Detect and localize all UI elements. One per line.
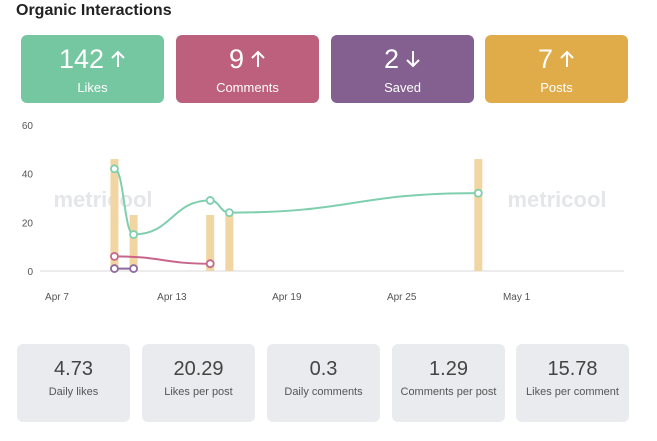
stat-value: 20.29 xyxy=(173,358,224,380)
y-tick-label: 0 xyxy=(27,267,33,278)
metricool-watermark: metricool xyxy=(53,187,152,212)
kpi-card-likes[interactable]: 142 Likes xyxy=(21,35,164,103)
kpi-card-saved[interactable]: 2 Saved xyxy=(331,35,474,103)
stat-label: Likes per comment xyxy=(526,386,619,398)
chart-bar xyxy=(110,159,119,271)
page-title: Organic Interactions xyxy=(16,2,172,19)
stat-card-likes-per-post: 20.29 Likes per post xyxy=(142,344,255,422)
kpi-label: Likes xyxy=(77,80,108,95)
x-tick-label: Apr 7 xyxy=(45,292,69,303)
kpi-card-comments[interactable]: 9 Comments xyxy=(176,35,319,103)
chart-point xyxy=(205,259,215,269)
stat-value: 1.29 xyxy=(429,358,468,380)
chart-point xyxy=(110,251,119,261)
kpi-value-row: 142 xyxy=(21,43,164,75)
chart-line-series xyxy=(114,255,211,265)
chart-point xyxy=(129,230,139,239)
kpi-label: Saved xyxy=(384,80,421,95)
stat-label: Likes per post xyxy=(164,386,233,398)
kpi-value: 9 xyxy=(228,44,245,74)
kpi-card-posts[interactable]: 7 Posts xyxy=(485,35,628,103)
kpi-value-row: 2 xyxy=(331,43,474,75)
stat-card-comments-per-post: 1.29 Comments per post xyxy=(392,344,505,422)
y-tick-label: 40 xyxy=(22,170,34,181)
arrow-up-icon xyxy=(251,50,265,67)
x-tick-label: Apr 25 xyxy=(387,292,417,303)
kpi-value: 2 xyxy=(383,44,400,74)
arrow-up-icon xyxy=(111,50,125,67)
metricool-watermark: metricool xyxy=(507,187,606,212)
chart-point xyxy=(205,196,215,205)
stat-label: Daily comments xyxy=(284,386,363,398)
interactions-chart[interactable]: metricool metricool 60 40 20 0 Apr 7 Apr 13 Apr… xyxy=(0,112,657,312)
arrow-down-icon xyxy=(406,51,420,68)
kpi-value-row: 9 xyxy=(176,43,319,75)
stat-value: 0.3 xyxy=(309,358,338,380)
kpi-value: 142 xyxy=(58,44,105,74)
y-tick-label: 60 xyxy=(22,121,34,132)
arrow-up-icon xyxy=(560,50,574,67)
kpi-value-row: 7 xyxy=(485,43,628,75)
kpi-label: Comments xyxy=(216,80,279,95)
chart-point xyxy=(110,164,119,174)
x-tick-label: Apr 13 xyxy=(157,292,187,303)
x-tick-label: Apr 19 xyxy=(272,292,302,303)
stat-label: Daily likes xyxy=(48,386,99,398)
stat-card-likes-per-comment: 15.78 Likes per comment xyxy=(516,344,629,422)
chart-point xyxy=(224,208,234,217)
chart-point xyxy=(129,264,139,273)
chart-bar xyxy=(225,215,234,271)
kpi-value: 7 xyxy=(537,44,554,74)
kpi-label: Posts xyxy=(540,80,573,95)
chart-point xyxy=(110,264,119,273)
stat-value: 4.73 xyxy=(54,358,93,380)
stat-value: 15.78 xyxy=(547,358,598,380)
chart-line-series xyxy=(113,167,479,236)
chart-bar xyxy=(206,215,215,271)
x-tick-label: May 1 xyxy=(503,292,531,303)
chart-bar xyxy=(474,159,483,271)
y-tick-label: 20 xyxy=(22,218,34,229)
chart-bar xyxy=(129,215,138,271)
stat-card-daily-comments: 0.3 Daily comments xyxy=(267,344,380,422)
chart-point xyxy=(473,188,483,198)
stat-card-daily-likes: 4.73 Daily likes xyxy=(17,344,130,422)
stat-label: Comments per post xyxy=(400,386,497,398)
